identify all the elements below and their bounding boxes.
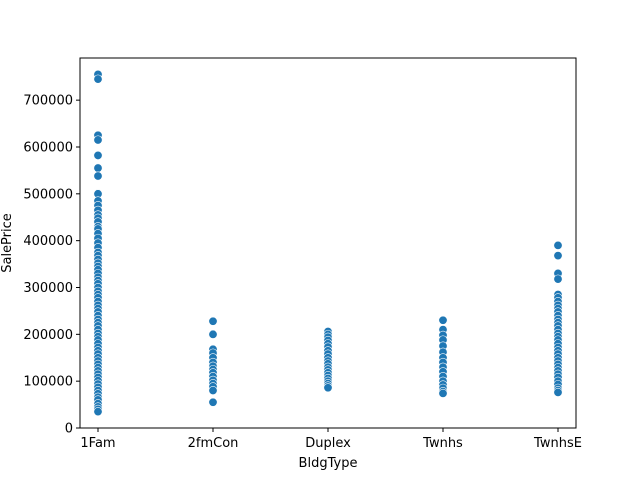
y-tick-label: 400000 — [23, 234, 73, 249]
x-axis-title: BldgType — [299, 456, 358, 471]
x-tick-label: TwnhsE — [533, 436, 582, 451]
y-tick-label: 200000 — [23, 328, 73, 343]
data-points — [93, 69, 563, 417]
data-point-2fmcon — [208, 329, 218, 339]
data-point-1fam — [93, 407, 103, 417]
x-tick-label: Twnhs — [422, 436, 463, 451]
data-point-1fam — [93, 135, 103, 145]
data-point-twnhse — [553, 387, 563, 397]
y-tick-label: 300000 — [23, 281, 73, 296]
y-tick-label: 0 — [65, 422, 73, 437]
data-point-2fmcon — [208, 316, 218, 326]
data-point-1fam — [93, 150, 103, 160]
data-point-1fam — [93, 171, 103, 181]
data-point-twnhs — [438, 388, 448, 398]
data-point-1fam — [93, 74, 103, 84]
data-point-2fmcon — [208, 397, 218, 407]
y-tick-label: 600000 — [23, 140, 73, 155]
data-point-duplex — [323, 383, 333, 393]
data-point-2fmcon — [208, 386, 218, 396]
x-tick-label: 1Fam — [80, 436, 115, 451]
y-axis-title: SalePrice — [0, 213, 15, 273]
x-axis: 1Fam 2fmCon Duplex Twnhs TwnhsE — [80, 428, 582, 451]
y-tick-label: 700000 — [23, 94, 73, 109]
data-point-twnhse — [553, 240, 563, 250]
x-tick-label: Duplex — [305, 436, 351, 451]
data-point-twnhs — [438, 315, 448, 325]
y-tick-label: 500000 — [23, 187, 73, 202]
y-tick-label: 100000 — [23, 375, 73, 390]
data-point-twnhse — [553, 274, 563, 284]
data-point-1fam — [93, 163, 103, 173]
x-tick-label: 2fmCon — [188, 436, 239, 451]
y-axis: 0 100000 200000 300000 400000 500000 600000 700… — [23, 94, 80, 437]
data-point-twnhse — [553, 251, 563, 261]
